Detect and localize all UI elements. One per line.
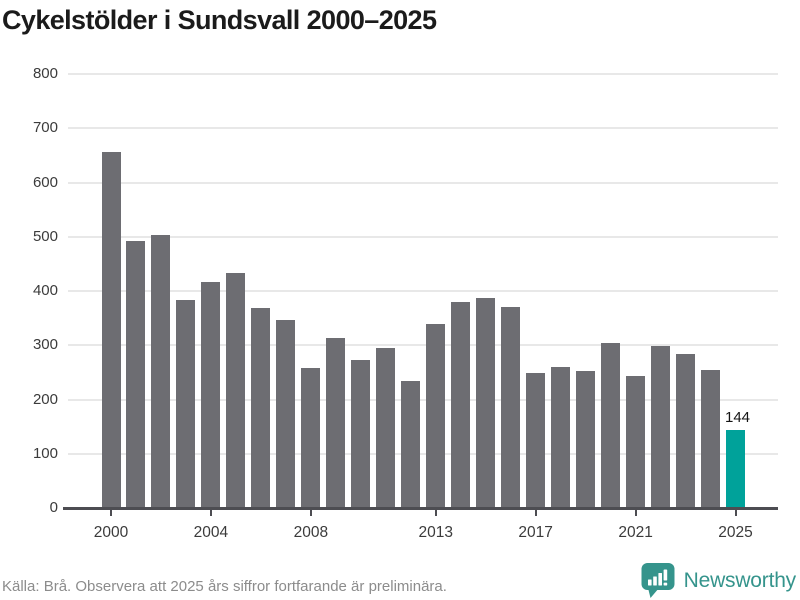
bar-2004	[201, 281, 221, 508]
x-axis-tick-2025	[734, 509, 737, 516]
gridline-800	[68, 73, 778, 75]
source-note: Källa: Brå. Observera att 2025 års siffr…	[2, 578, 447, 595]
y-axis-label-400: 400	[32, 282, 58, 299]
newsworthy-brand: Newsworthy	[641, 562, 796, 599]
bar-2002	[151, 234, 171, 508]
y-axis-label-500: 500	[32, 227, 58, 245]
bar-2014	[451, 301, 471, 508]
x-axis-label-2021: 2021	[618, 524, 653, 541]
bar-2011	[376, 347, 396, 508]
bar-2007	[276, 320, 296, 508]
x-axis-tick-2000	[110, 509, 112, 516]
bar-2001	[126, 241, 146, 508]
y-axis-label-100: 100	[32, 444, 58, 462]
x-axis-label-2017: 2017	[518, 524, 553, 541]
x-axis-tick-2013	[434, 509, 437, 516]
gridline-700	[68, 127, 778, 130]
x-axis-tick-2021	[634, 509, 637, 516]
bar-2006	[251, 308, 271, 508]
bar-2020	[601, 343, 621, 508]
gridline-300	[68, 344, 778, 347]
bar-2009	[326, 337, 346, 508]
bar-2024	[701, 370, 721, 508]
y-axis-label-0: 0	[49, 499, 58, 516]
x-axis-label-2013: 2013	[418, 524, 453, 541]
bar-2012	[401, 381, 421, 508]
bar-2015	[476, 298, 496, 508]
gridline-200	[68, 398, 778, 401]
y-axis-label-300: 300	[32, 336, 58, 354]
value-label-2025: 144	[724, 408, 751, 426]
bar-2022	[651, 345, 671, 508]
bar-2021	[626, 376, 646, 508]
bar-2017	[526, 372, 546, 508]
newsworthy-logo-icon	[641, 562, 676, 599]
bar-2018	[551, 367, 571, 508]
bar-2016	[501, 306, 521, 508]
gridline-500	[68, 235, 778, 238]
bar-2025-highlight	[726, 429, 745, 508]
bar-2003	[176, 300, 196, 508]
gridline-100	[68, 452, 778, 455]
y-axis-label-600: 600	[32, 173, 58, 191]
gridline-600	[68, 181, 778, 184]
x-axis-label-2025: 2025	[718, 524, 753, 541]
x-axis-label-2008: 2008	[293, 524, 329, 541]
y-axis-label-800: 800	[32, 65, 58, 82]
bar-2000	[101, 151, 121, 508]
bar-2023	[676, 354, 696, 508]
x-axis-tick-2017	[534, 509, 537, 516]
x-axis-tick-2004	[209, 509, 212, 516]
y-axis-label-700: 700	[32, 119, 58, 137]
bar-2010	[351, 359, 371, 508]
bar-2019	[576, 371, 596, 508]
gridline-400	[68, 290, 778, 292]
bar-2013	[426, 324, 446, 508]
y-axis-label-200: 200	[32, 390, 58, 408]
x-axis-label-2004: 2004	[193, 524, 229, 541]
bar-2005	[226, 273, 246, 508]
x-axis-tick-2008	[309, 509, 312, 516]
bar-2008	[301, 368, 321, 508]
chart-title: Cykelstölder i Sundsvall 2000–2025	[2, 5, 437, 35]
x-axis-label-2000: 2000	[93, 524, 129, 541]
x-axis-line	[63, 506, 778, 510]
newsworthy-wordmark: Newsworthy	[683, 568, 797, 592]
